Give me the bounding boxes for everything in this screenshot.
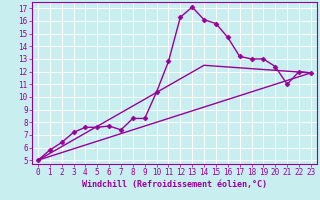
X-axis label: Windchill (Refroidissement éolien,°C): Windchill (Refroidissement éolien,°C) bbox=[82, 180, 267, 189]
